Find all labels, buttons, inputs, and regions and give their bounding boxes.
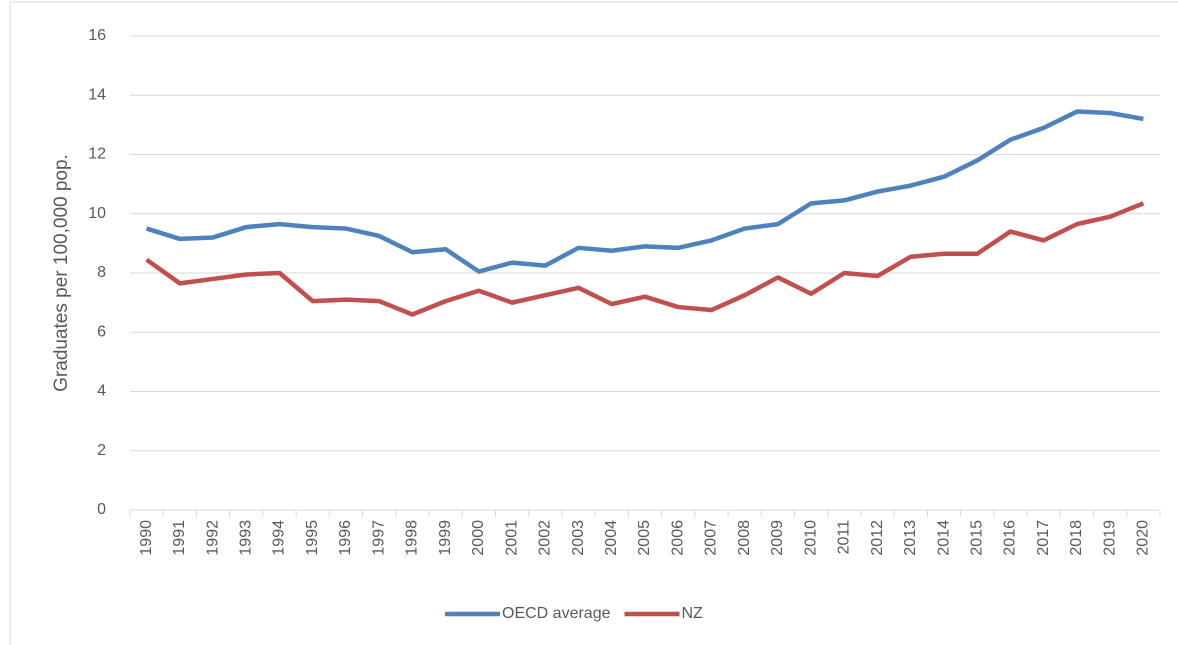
x-tick-label: 2009 bbox=[769, 520, 786, 556]
x-tick-label: 1993 bbox=[238, 520, 255, 556]
y-tick-label: 12 bbox=[88, 146, 106, 163]
y-tick-label: 0 bbox=[97, 501, 106, 518]
x-tick-label: 2014 bbox=[935, 520, 952, 556]
series-line bbox=[145, 201, 1145, 317]
y-tick-label: 10 bbox=[88, 205, 106, 222]
y-tick-label: 14 bbox=[88, 86, 106, 103]
y-tick-label: 2 bbox=[97, 442, 106, 459]
series-line bbox=[145, 109, 1144, 274]
x-tick-label: 2006 bbox=[669, 520, 686, 556]
x-tick-label: 2005 bbox=[636, 520, 653, 556]
x-tick-label: 1996 bbox=[337, 520, 354, 556]
x-tick-label: 2010 bbox=[802, 520, 819, 556]
legend-label: NZ bbox=[682, 605, 704, 622]
x-tick-label: 2017 bbox=[1035, 520, 1052, 556]
chart-frame bbox=[9, 1, 1178, 645]
x-tick-label: 2015 bbox=[968, 520, 985, 556]
y-tick-label: 16 bbox=[88, 27, 106, 44]
x-tick-label: 2019 bbox=[1101, 520, 1118, 556]
x-tick-label: 2012 bbox=[869, 520, 886, 556]
x-tick-label: 2008 bbox=[736, 520, 753, 556]
x-tick-label: 1991 bbox=[171, 520, 188, 556]
x-tick-label: 1998 bbox=[404, 520, 421, 556]
x-tick-label: 1994 bbox=[271, 520, 288, 556]
y-tick-label: 4 bbox=[97, 383, 106, 400]
y-axis-label: Graduates per 100,000 pop. bbox=[51, 154, 72, 392]
x-tick-label: 2002 bbox=[537, 520, 554, 556]
y-tick-label: 6 bbox=[97, 323, 106, 340]
x-tick-label: 1990 bbox=[138, 520, 155, 556]
x-tick-label: 2016 bbox=[1002, 520, 1019, 556]
x-tick-label: 2001 bbox=[503, 520, 520, 556]
y-tick-label: 8 bbox=[97, 264, 106, 281]
x-tick-label: 1997 bbox=[370, 520, 387, 556]
x-tick-label: 2020 bbox=[1135, 520, 1152, 556]
x-tick-label: 1992 bbox=[204, 520, 221, 556]
x-tick-label: 2018 bbox=[1068, 520, 1085, 556]
x-tick-label: 2004 bbox=[603, 520, 620, 556]
x-tick-label: 2011 bbox=[836, 520, 853, 555]
x-tick-label: 1995 bbox=[304, 520, 321, 556]
x-tick-label: 2007 bbox=[703, 520, 720, 556]
x-tick-label: 2000 bbox=[470, 520, 487, 556]
x-tick-label: 1999 bbox=[437, 520, 454, 556]
x-tick-label: 2003 bbox=[570, 520, 587, 556]
legend-label: OECD average bbox=[502, 605, 611, 622]
x-tick-label: 2013 bbox=[902, 520, 919, 556]
